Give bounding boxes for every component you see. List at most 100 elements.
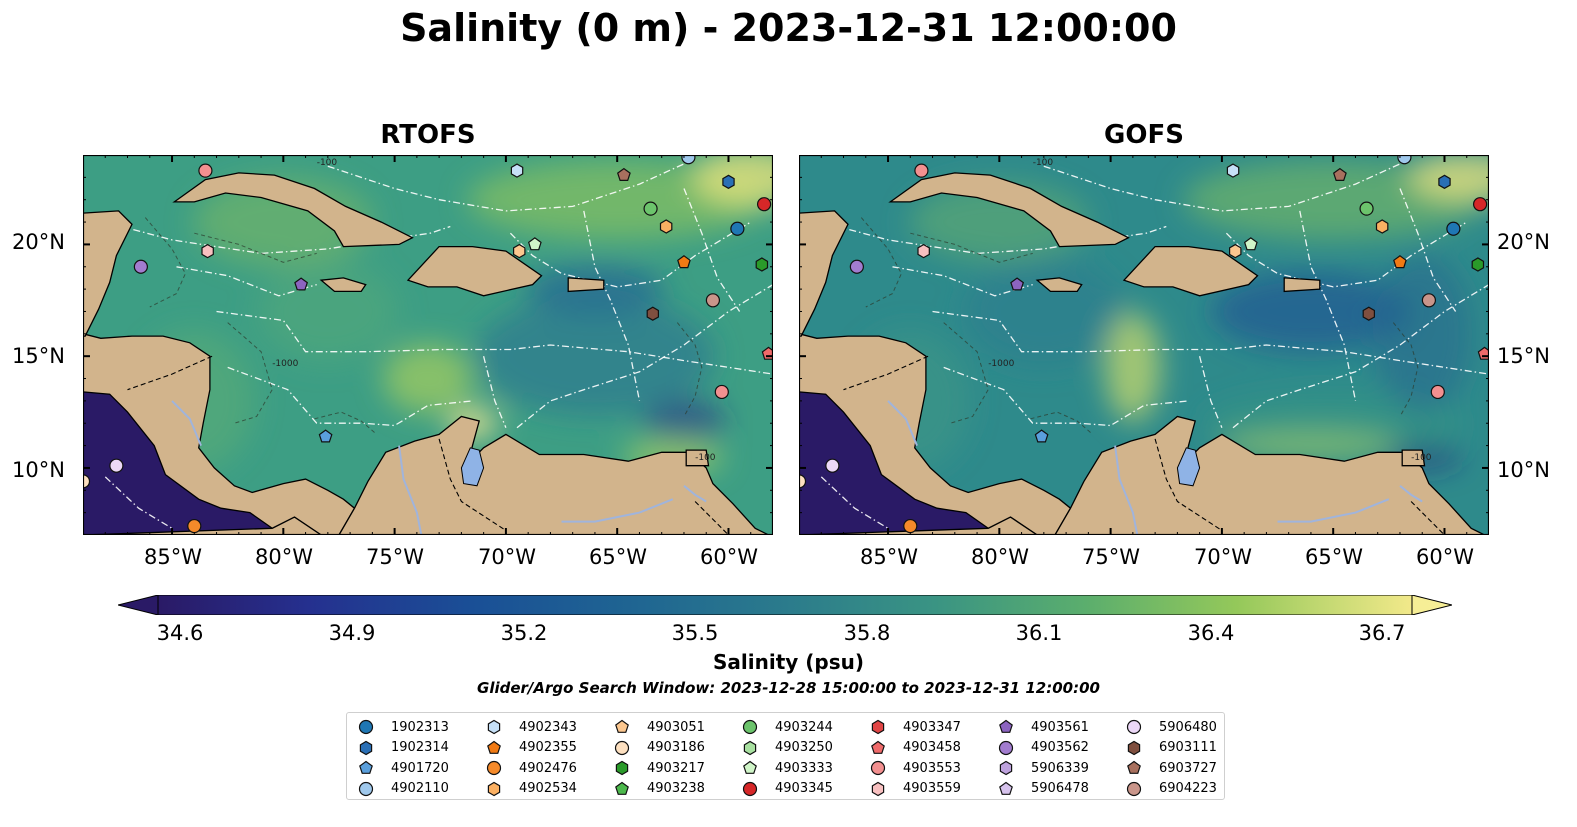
colorbar-tick: 34.6 — [156, 621, 204, 645]
float-marker — [917, 243, 930, 259]
lat-label-left-20: 20°N — [12, 230, 65, 254]
legend-marker-icon — [742, 720, 758, 735]
panel-title-gofs: GOFS — [1104, 120, 1184, 150]
float-marker — [513, 243, 526, 259]
country-border — [1154, 438, 1223, 531]
pacific-low-salinity — [83, 391, 322, 535]
eez-boundary-line — [932, 310, 1489, 375]
land-jamaica — [319, 277, 367, 293]
legend-marker-icon — [615, 720, 629, 734]
legend-item: 4903238 — [613, 779, 705, 800]
legend-label: 4902534 — [519, 781, 577, 797]
legend-marker-shape — [487, 781, 501, 796]
legend-item: 4903458 — [869, 738, 961, 759]
lon-label-gofs-85: 85°W — [860, 545, 918, 569]
colorbar-tick: 35.8 — [843, 621, 891, 645]
float-marker — [1471, 257, 1485, 272]
legend-marker-shape — [742, 720, 758, 735]
legend-marker-shape — [358, 781, 374, 796]
lon-label-gofs-75: 75°W — [1082, 545, 1140, 569]
float-marker — [903, 518, 918, 534]
legend-marker-icon — [359, 761, 373, 775]
lat-label-left-10: 10°N — [12, 458, 65, 482]
float-marker — [133, 259, 148, 274]
float-marker — [201, 243, 214, 259]
legend-marker-icon — [1126, 781, 1142, 796]
legend-marker-icon — [487, 740, 501, 754]
float-marker — [1446, 221, 1461, 236]
legend-marker-shape — [871, 740, 885, 754]
float-legend: 1902313 1902314 4901720 4902110 4902343 49023… — [346, 712, 1225, 800]
colorbar-tick: 36.4 — [1187, 621, 1235, 645]
legend-marker-shape — [615, 720, 629, 734]
lon-label-rtofs-75: 75°W — [366, 545, 424, 569]
legend-item: 4903051 — [613, 717, 705, 738]
eez-boundary-line — [820, 476, 889, 529]
legend-marker-icon — [615, 761, 629, 776]
bathymetry-contour — [227, 322, 273, 424]
legend-label: 4903345 — [775, 781, 833, 797]
land-centralAm — [83, 333, 356, 535]
legend-marker-shape — [999, 720, 1013, 734]
legend-marker-icon — [998, 740, 1014, 755]
legend-label: 4903238 — [647, 781, 705, 797]
legend-label: 6903111 — [1159, 740, 1217, 756]
eez-boundary-line — [1299, 210, 1357, 402]
land-southAm — [83, 415, 773, 535]
legend-marker-icon — [743, 761, 757, 775]
legend-marker-shape — [615, 781, 629, 795]
legend-item: 4903333 — [741, 758, 833, 779]
legend-marker-icon — [743, 740, 757, 755]
river — [887, 400, 918, 446]
salinity-colorbar — [117, 594, 1453, 616]
eez-boundary-line — [216, 310, 773, 375]
bathymetry-contour — [1030, 411, 1094, 435]
bathymetry-contour — [943, 322, 989, 424]
float-marker — [705, 293, 721, 308]
legend-label: 4903559 — [903, 781, 961, 797]
float-marker — [1226, 163, 1240, 178]
legend-marker-icon — [871, 740, 885, 754]
land-puertorico — [1283, 277, 1321, 293]
legend-label: 4902110 — [391, 781, 449, 797]
legend-marker-shape — [742, 781, 758, 796]
contour-label: -100 — [695, 453, 716, 463]
float-marker — [643, 201, 658, 216]
float-marker — [914, 163, 929, 178]
legend-marker-shape — [486, 761, 502, 776]
legend-marker-icon — [871, 720, 885, 735]
legend-marker-shape — [999, 781, 1013, 795]
eez-boundary-line — [1198, 356, 1223, 428]
legend-column: 4903561 4903562 5906339 5906478 — [997, 717, 1089, 799]
lake-maracaibo — [460, 447, 485, 487]
legend-label: 1902314 — [391, 740, 449, 756]
legend-item: 4903559 — [869, 779, 961, 800]
legend-label: 6903727 — [1159, 760, 1217, 776]
legend-label: 1902313 — [391, 719, 449, 735]
float-marker — [659, 219, 673, 234]
colorbar-tick: 35.5 — [671, 621, 719, 645]
float-marker — [1375, 219, 1389, 234]
lat-label-right-10: 10°N — [1497, 458, 1550, 482]
bathymetry-contour — [860, 217, 902, 308]
legend-marker-shape — [870, 761, 886, 776]
legend-marker-shape — [1126, 781, 1142, 796]
legend-label: 4903244 — [775, 719, 833, 735]
eez-boundary-line — [227, 366, 473, 427]
float-marker — [109, 458, 124, 473]
legend-marker-icon — [999, 720, 1013, 734]
legend-marker-shape — [1127, 761, 1141, 775]
pacific-low-salinity — [799, 391, 1038, 535]
legend-item: 6903727 — [1125, 758, 1217, 779]
legend-item: 4902355 — [485, 738, 577, 759]
float-marker — [1243, 237, 1258, 251]
legend-item: 4903553 — [869, 758, 961, 779]
legend-column: 1902313 1902314 4901720 4902110 — [357, 717, 449, 799]
float-marker — [1421, 293, 1437, 308]
legend-marker-shape — [358, 720, 374, 735]
lon-label-rtofs-60: 60°W — [700, 545, 758, 569]
land-trinidad — [1401, 449, 1426, 467]
river — [683, 485, 707, 503]
float-marker — [616, 167, 631, 181]
lon-label-rtofs-80: 80°W — [255, 545, 313, 569]
